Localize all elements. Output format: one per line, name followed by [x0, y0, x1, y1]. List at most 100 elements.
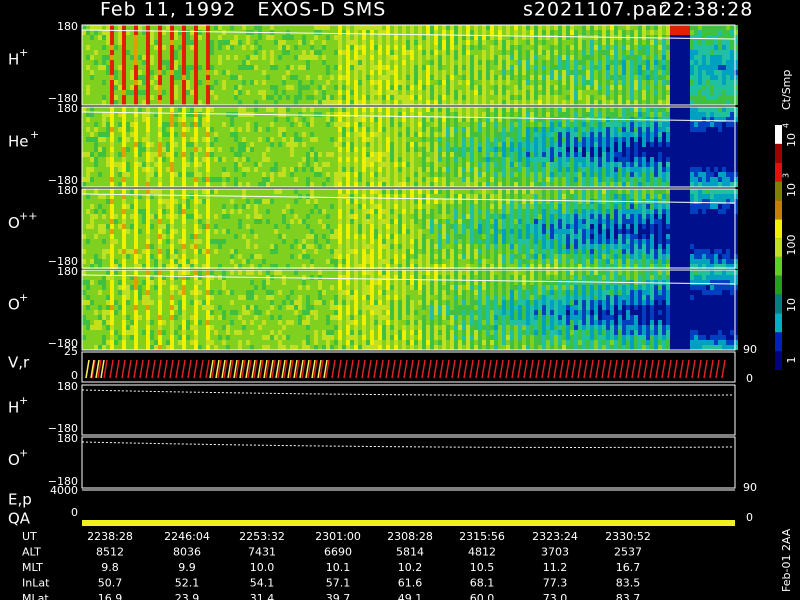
pixel — [154, 80, 158, 85]
pixel — [158, 142, 162, 147]
pixel — [290, 172, 294, 177]
pixel — [490, 40, 494, 45]
pixel — [374, 45, 378, 50]
pixel — [490, 75, 494, 80]
pixel — [370, 117, 374, 122]
pixel — [714, 25, 718, 30]
pixel — [318, 152, 322, 157]
pixel — [94, 177, 98, 182]
pixel — [134, 80, 138, 85]
pixel — [118, 60, 122, 65]
pixel — [154, 107, 158, 112]
pixel — [642, 172, 646, 177]
pixel — [498, 40, 502, 45]
pixel — [406, 95, 410, 100]
pixel — [390, 55, 394, 60]
pixel — [510, 107, 514, 112]
pixel — [210, 167, 214, 172]
pixel — [198, 65, 202, 70]
pixel — [686, 40, 690, 45]
title: Feb 11, 1992 EXOS-D SMS — [100, 0, 386, 21]
pixel — [638, 80, 642, 85]
pixel — [326, 45, 330, 50]
pixel — [326, 172, 330, 177]
pixel — [286, 147, 290, 152]
pixel — [250, 50, 254, 55]
pixel — [426, 55, 430, 60]
pixel — [346, 162, 350, 167]
pixel — [246, 162, 250, 167]
pixel — [394, 167, 398, 172]
pixel — [386, 152, 390, 157]
pixel — [494, 95, 498, 100]
pixel — [278, 152, 282, 157]
pixel — [458, 70, 462, 75]
pixel — [486, 147, 490, 152]
pixel — [202, 35, 206, 40]
pixel — [650, 25, 654, 30]
pixel — [570, 60, 574, 65]
pixel — [110, 25, 114, 30]
pixel — [482, 127, 486, 132]
pixel — [522, 85, 526, 90]
pixel — [154, 90, 158, 95]
pixel — [98, 50, 102, 55]
pixel — [542, 112, 546, 117]
pixel — [242, 65, 246, 70]
pixel — [534, 172, 538, 177]
pixel — [730, 85, 734, 90]
pixel — [554, 40, 558, 45]
pixel — [106, 40, 110, 45]
pixel — [310, 75, 314, 80]
pixel — [370, 75, 374, 80]
pixel — [170, 55, 174, 60]
pixel — [610, 112, 614, 117]
pixel — [86, 107, 90, 112]
pixel — [642, 25, 646, 30]
pixel — [686, 25, 690, 30]
pixel — [466, 152, 470, 157]
pixel — [242, 152, 246, 157]
pixel — [222, 25, 226, 30]
pixel — [714, 60, 718, 65]
pixel — [290, 107, 294, 112]
pixel — [606, 55, 610, 60]
pixel — [554, 157, 558, 162]
pixel — [514, 30, 518, 35]
pixel — [466, 112, 470, 117]
pixel — [502, 157, 506, 162]
pixel — [330, 132, 334, 137]
pixel — [618, 132, 622, 137]
pixel — [410, 122, 414, 127]
pixel — [530, 80, 534, 85]
pixel — [378, 142, 382, 147]
pixel — [146, 167, 150, 172]
pixel — [222, 117, 226, 122]
pixel — [198, 40, 202, 45]
pixel — [162, 167, 166, 172]
pixel — [202, 40, 206, 45]
pixel — [462, 65, 466, 70]
pixel — [334, 182, 338, 187]
pixel — [634, 65, 638, 70]
pixel — [206, 100, 210, 105]
pixel — [490, 45, 494, 50]
pixel — [238, 35, 242, 40]
pixel — [498, 172, 502, 177]
pixel — [194, 40, 198, 45]
pixel — [278, 162, 282, 167]
pixel — [462, 60, 466, 65]
pixel — [394, 182, 398, 187]
pixel — [142, 162, 146, 167]
pixel — [230, 80, 234, 85]
pixel — [558, 142, 562, 147]
pixel — [502, 45, 506, 50]
pixel — [374, 80, 378, 85]
pixel — [510, 177, 514, 182]
pixel — [490, 30, 494, 35]
pixel — [190, 157, 194, 162]
pixel — [666, 95, 670, 100]
pixel — [454, 182, 458, 187]
pixel — [126, 55, 130, 60]
pixel — [118, 117, 122, 122]
